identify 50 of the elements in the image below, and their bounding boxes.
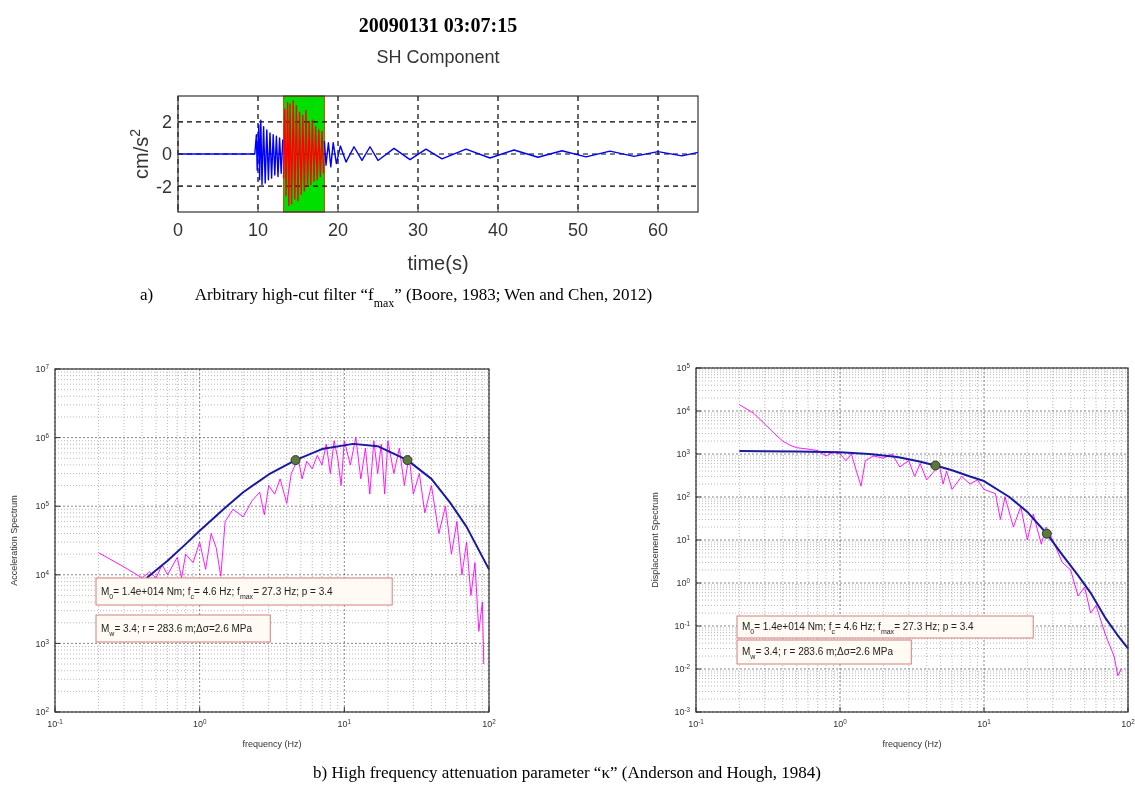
- x-tick-label: 20: [327, 220, 349, 240]
- annotation: M$_{w}$= 3.4; r = 283.6 m;Δσ=2.6 MPa: [742, 646, 894, 660]
- y-tick-label: 10$^{0}$: [676, 576, 691, 589]
- y-tick-label: 0: [161, 144, 172, 165]
- y-tick-label: 10$^{2}$: [676, 490, 691, 503]
- x-tick-label: 10$^{-1}$: [47, 717, 64, 729]
- x-axis-title: frequency (Hz): [242, 739, 302, 749]
- x-tick-label: 10$^{0}$: [192, 717, 207, 729]
- annotation: M$_{0}$= 1.4e+014 Nm; f$_{c}$= 4.6 Hz; f$_{max}$= 27.3 Hz; p = 3.4: [742, 621, 975, 635]
- y-tick-label: 2: [161, 112, 172, 133]
- x-tick-label: 30: [407, 220, 429, 240]
- x-tick-label: 40: [487, 220, 509, 240]
- y-tick-label: 10$^{-1}$: [674, 619, 691, 632]
- chart-title: 20090131 03:07:15: [358, 14, 518, 36]
- x-tick-label: 10$^{2}$: [482, 717, 497, 729]
- y-axis-title: Displacement Spectrum: [650, 492, 660, 588]
- text-box: M$_{0}$= 1.4e+014 Nm; f$_{c}$= 4.6 Hz; f$_{max}$= 27.3 Hz; p = 3.4: [95, 577, 393, 606]
- y-axis-title: Acceleration Spectrum: [9, 495, 19, 586]
- x-tick-label: 10$^{2}$: [1121, 717, 1135, 729]
- y-tick-label: 10$^{3}$: [676, 447, 691, 460]
- x-tick-label: 10$^{1}$: [337, 717, 352, 729]
- y-tick-label: 10$^{3}$: [35, 637, 50, 649]
- x-tick-label: 50: [567, 220, 589, 240]
- y-tick-label: 10$^{1}$: [676, 533, 691, 546]
- text-box: M$_{0}$= 1.4e+014 Nm; f$_{c}$= 4.6 Hz; f$_{max}$= 27.3 Hz; p = 3.4: [736, 615, 1034, 639]
- text-box: M$_{w}$= 3.4; r = 283.6 m;Δσ=2.6 MPa: [736, 639, 912, 665]
- y-tick-label: 10$^{7}$: [35, 362, 50, 375]
- y-tick-label: 10$^{2}$: [35, 705, 50, 718]
- x-tick-label: 10$^{0}$: [833, 717, 848, 729]
- y-tick-label: 10$^{-3}$: [674, 705, 691, 718]
- x-axis-title: frequency (Hz): [882, 739, 942, 749]
- y-tick-label: -2: [155, 176, 172, 197]
- y-tick-label: 10$^{6}$: [35, 431, 50, 443]
- x-tick-label: 10: [247, 220, 269, 240]
- x-tick-label: 10$^{1}$: [977, 717, 992, 729]
- text-box: M$_{w}$= 3.4; r = 283.6 m;Δσ=2.6 MPa: [95, 614, 271, 643]
- annotation: M$_{w}$= 3.4; r = 283.6 m;Δσ=2.6 MPa: [101, 622, 253, 636]
- x-axis-title: time(s): [407, 252, 469, 274]
- x-tick-label: 60: [647, 220, 669, 240]
- y-tick-label: 10$^{4}$: [35, 568, 50, 580]
- text: b) High frequency attenuation parameter “κ” (Anderson and Hough, 1984): [313, 763, 821, 782]
- line-series: [323, 140, 699, 168]
- chart-subtitle: SH Component: [376, 47, 500, 67]
- annotation: M$_{0}$= 1.4e+014 Nm; f$_{c}$= 4.6 Hz; f$_{max}$= 27.3 Hz; p = 3.4: [101, 585, 334, 599]
- text: a) Arbitrary high-cut filter “f$_{max}$” (Boore, 1983; Wen and Chen, 2012): [140, 285, 653, 310]
- y-tick-label: 10$^{5}$: [676, 361, 691, 374]
- y-tick-label: 10$^{5}$: [35, 499, 50, 512]
- y-tick-label: 10$^{-2}$: [674, 662, 691, 675]
- x-tick-label: 10$^{-1}$: [688, 717, 705, 729]
- y-tick-label: 10$^{4}$: [676, 404, 691, 417]
